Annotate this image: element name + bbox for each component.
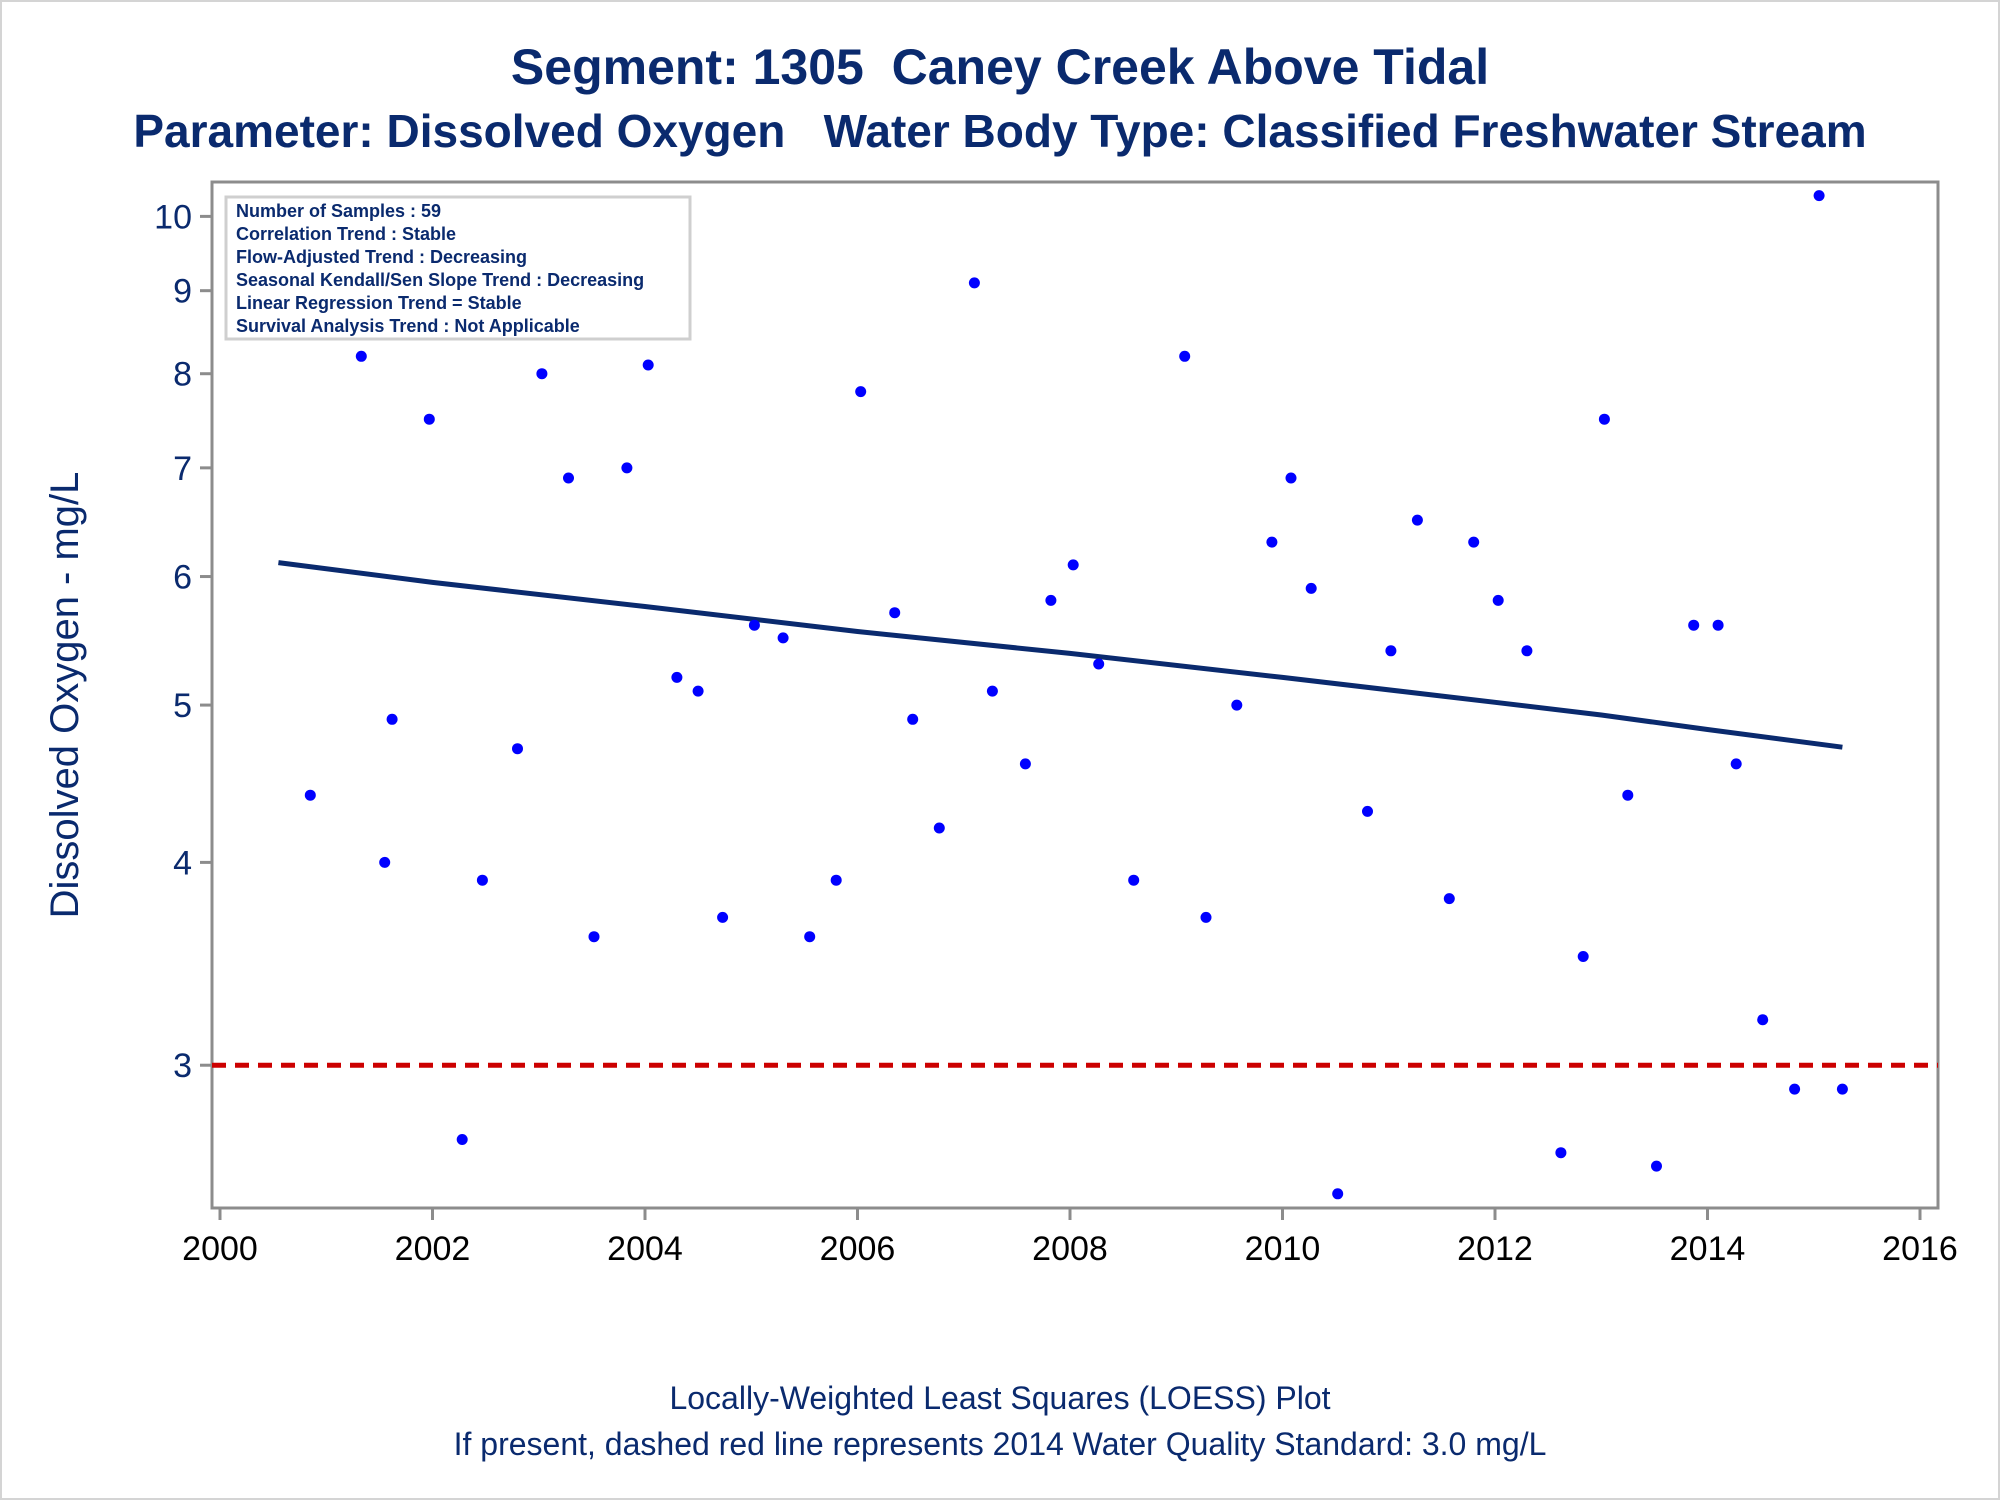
data-point-17 [692, 685, 704, 697]
info-box-line-4: Seasonal Kendall/Sen Slope Trend : Decre… [236, 270, 644, 290]
data-point-20 [777, 632, 789, 644]
data-point-50 [1598, 413, 1610, 425]
y-tick-label-3: 3 [173, 1047, 192, 1085]
data-point-59 [1836, 1083, 1848, 1095]
data-point-13 [588, 931, 600, 943]
data-point-41 [1362, 805, 1373, 817]
data-point-55 [1730, 758, 1742, 770]
data-point-28 [986, 685, 998, 697]
data-point-25 [907, 713, 919, 725]
data-point-15 [642, 359, 654, 371]
chart-subtitle: Parameter: Dissolved Oxygen Water Body T… [133, 105, 1867, 157]
data-point-2 [304, 789, 316, 801]
data-point-21 [804, 931, 816, 943]
data-point-46 [1492, 594, 1504, 606]
plot-frame [210, 180, 1940, 1210]
data-point-26 [933, 822, 945, 834]
info-box-line-1: Number of Samples : 59 [236, 201, 441, 221]
y-tick-label-6: 6 [173, 559, 192, 597]
info-box-line-6: Survival Analysis Trend : Not Applicable [236, 316, 580, 336]
data-point-9 [476, 874, 488, 886]
y-tick-label-7: 7 [173, 450, 192, 488]
data-point-42 [1385, 645, 1397, 657]
data-point-30 [1045, 594, 1057, 606]
data-point-47 [1521, 645, 1533, 657]
trend-line [278, 560, 1843, 750]
data-point-44 [1443, 893, 1455, 905]
x-tick-label-2014: 2014 [1670, 1230, 1746, 1268]
chart-title: Segment: 1305 Caney Creek Above Tidal [510, 39, 1490, 95]
data-point-48 [1555, 1147, 1567, 1159]
data-point-34 [1179, 350, 1191, 362]
info-box-line-3: Flow-Adjusted Trend : Decreasing [236, 247, 527, 267]
data-point-53 [1688, 619, 1700, 631]
data-point-40 [1332, 1188, 1344, 1200]
data-point-45 [1468, 536, 1480, 548]
data-point-27 [968, 277, 980, 289]
points-layer [272, 190, 1848, 1200]
data-point-16 [671, 671, 683, 683]
y-tick-label-5: 5 [173, 687, 192, 725]
data-point-23 [855, 386, 867, 398]
data-point-8 [456, 1134, 468, 1145]
info-box [224, 195, 692, 341]
info-box-line-2: Correlation Trend : Stable [236, 224, 456, 244]
data-point-29 [1019, 758, 1031, 770]
x-tick-label-2008: 2008 [1032, 1230, 1108, 1268]
y-tick-label-8: 8 [173, 356, 192, 394]
x-tick-label-2000: 2000 [182, 1230, 258, 1268]
data-point-56 [1757, 1014, 1769, 1026]
data-point-39 [1305, 582, 1317, 594]
y-tick-label-4: 4 [173, 844, 192, 882]
y-axis-label: Dissolved Oxygen - mg/L [43, 472, 87, 919]
data-point-11 [536, 368, 548, 380]
data-point-33 [1128, 874, 1140, 886]
data-point-35 [1200, 911, 1212, 923]
footnote-standard: If present, dashed red line represents 2… [453, 1426, 1547, 1462]
data-point-57 [1789, 1083, 1801, 1095]
data-point-37 [1266, 536, 1278, 548]
data-point-4 [355, 350, 367, 362]
data-point-31 [1067, 559, 1079, 571]
y-tick-label-10: 10 [154, 198, 192, 236]
x-tick-label-2010: 2010 [1245, 1230, 1321, 1268]
data-point-12 [563, 472, 574, 484]
y-tick-label-9: 9 [173, 273, 192, 311]
data-point-5 [379, 856, 391, 868]
x-tick-label-2006: 2006 [820, 1230, 896, 1268]
data-point-7 [423, 413, 435, 425]
data-point-43 [1411, 514, 1423, 526]
data-point-14 [621, 462, 633, 474]
data-point-24 [889, 607, 901, 619]
trend-layer [278, 560, 1843, 750]
data-point-6 [386, 713, 398, 725]
x-tick-label-2016: 2016 [1882, 1230, 1958, 1268]
data-point-58 [1813, 190, 1825, 202]
axis-layer: 2000 2002 2004 2006 2008 2010 2012 2014 2016 3 4 5 6… [43, 198, 1958, 1268]
data-point-54 [1712, 619, 1724, 631]
data-point-19 [748, 619, 760, 631]
x-tick-label-2002: 2002 [395, 1230, 471, 1268]
data-point-18 [717, 911, 729, 923]
data-point-36 [1231, 699, 1243, 711]
footnote-loess: Locally-Weighted Least Squares (LOESS) P… [669, 1380, 1331, 1416]
data-point-38 [1285, 472, 1297, 484]
x-tick-label-2012: 2012 [1457, 1230, 1533, 1268]
x-tick-label-2004: 2004 [607, 1230, 683, 1268]
data-point-52 [1651, 1160, 1662, 1172]
data-point-22 [830, 874, 842, 886]
plot-area-layer [210, 180, 1940, 1210]
data-point-51 [1622, 789, 1634, 801]
data-point-10 [512, 743, 523, 755]
info-box-layer: Number of Samples : 59 Correlation Trend … [224, 195, 692, 341]
data-point-32 [1093, 658, 1105, 670]
data-point-49 [1577, 951, 1589, 962]
info-box-line-5: Linear Regression Trend = Stable [236, 293, 522, 313]
